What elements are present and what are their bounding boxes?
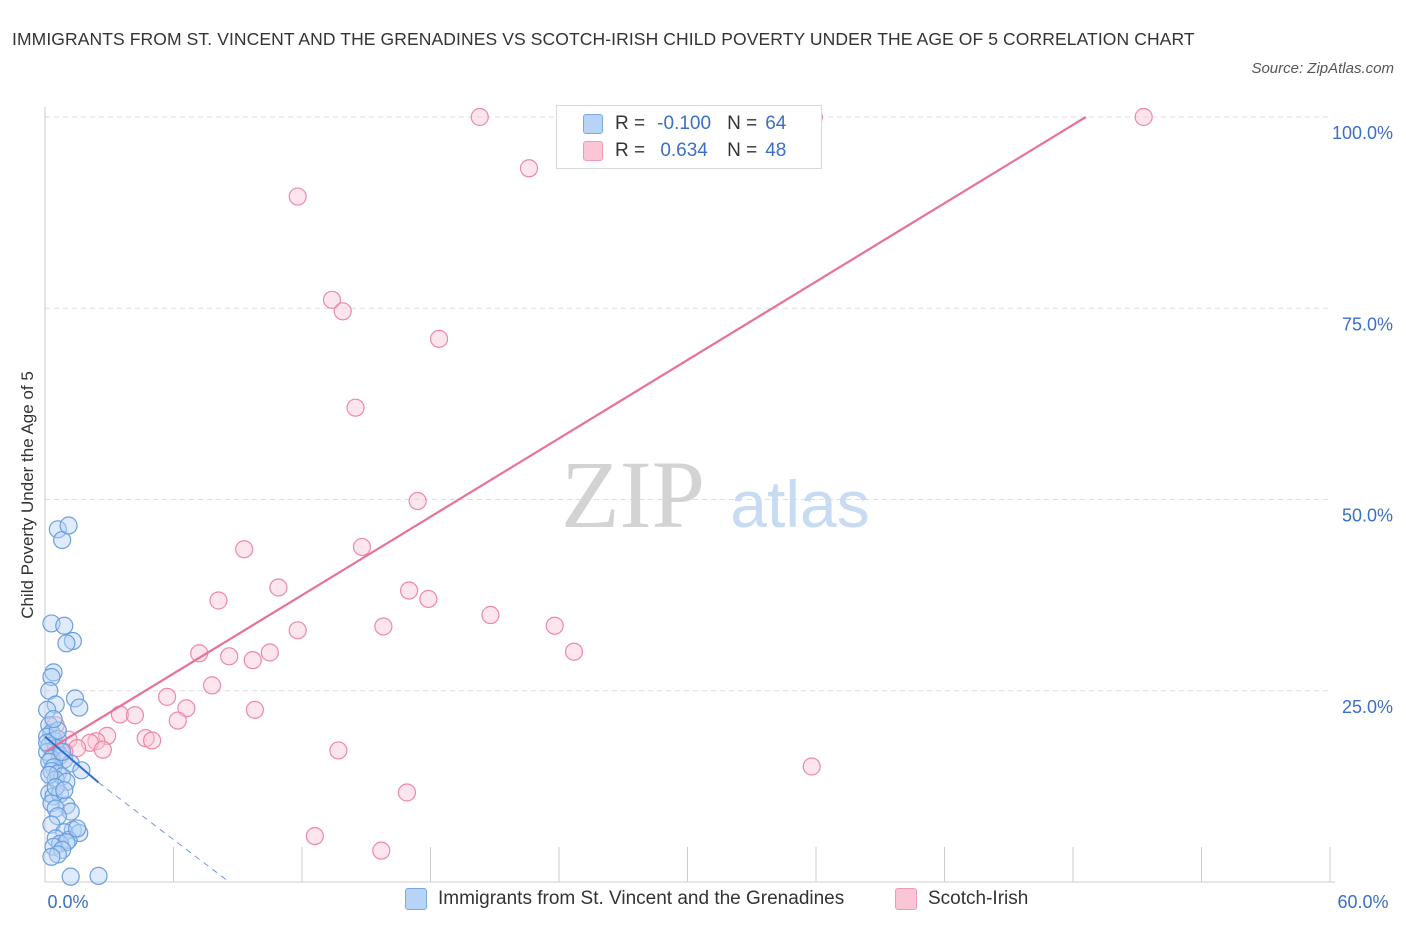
trend-lines bbox=[44, 116, 1087, 883]
series-swatch-pink bbox=[895, 888, 917, 910]
data-point bbox=[42, 667, 61, 687]
svg-grenadines-points bbox=[38, 516, 108, 886]
watermark-atlas: atlas bbox=[730, 467, 869, 541]
legend-r-label: R = bbox=[615, 140, 646, 161]
data-point bbox=[98, 726, 117, 745]
data-point bbox=[288, 621, 307, 640]
trend-line bbox=[44, 735, 100, 784]
series-legend: Immigrants from St. Vincent and the Gren… bbox=[0, 888, 1406, 916]
data-point bbox=[1134, 107, 1153, 127]
y-tick-label: 100.0% bbox=[1332, 123, 1393, 143]
data-point bbox=[322, 290, 342, 309]
y-axis-title: Child Poverty Under the Age of 5 bbox=[18, 371, 37, 619]
data-point bbox=[399, 581, 419, 600]
data-point bbox=[545, 616, 564, 635]
y-tick-label: 75.0% bbox=[1342, 314, 1393, 334]
data-point bbox=[305, 826, 324, 846]
x-axis-max-label: 60.0% bbox=[1337, 892, 1388, 912]
grid-lines bbox=[45, 116, 1330, 692]
data-point bbox=[220, 647, 239, 666]
data-point bbox=[374, 617, 393, 636]
legend-row-scotch-irish: R = 0.634 N = 48 bbox=[583, 138, 786, 164]
trend-line bbox=[98, 782, 230, 883]
data-point bbox=[245, 700, 264, 719]
data-point bbox=[46, 695, 65, 714]
data-point bbox=[397, 783, 417, 802]
data-point bbox=[481, 605, 500, 625]
data-point bbox=[55, 781, 74, 800]
legend-r-value: 0.634 bbox=[660, 140, 708, 161]
legend-r-label: R = bbox=[615, 113, 646, 134]
series-label-grenadines: Immigrants from St. Vincent and the Gren… bbox=[438, 888, 845, 909]
data-point bbox=[57, 634, 76, 653]
series-swatch-blue bbox=[405, 888, 427, 910]
data-point bbox=[419, 589, 438, 609]
data-point bbox=[142, 731, 162, 750]
data-point bbox=[288, 187, 307, 206]
data-point bbox=[202, 676, 222, 695]
data-point bbox=[260, 643, 279, 662]
series-label-scotch-irish: Scotch-Irish bbox=[928, 888, 1029, 909]
data-point bbox=[802, 757, 821, 776]
y-tick-labels: 100.0% 75.0% 50.0% 25.0% bbox=[1332, 123, 1393, 717]
legend-n-value: 64 bbox=[765, 113, 787, 134]
data-point bbox=[564, 642, 584, 661]
data-point bbox=[89, 866, 108, 885]
data-point bbox=[470, 107, 489, 127]
data-point bbox=[269, 578, 288, 597]
data-point bbox=[48, 721, 67, 740]
watermark: ZIP atlas bbox=[561, 441, 870, 548]
scotch-irish-points bbox=[46, 107, 1153, 860]
data-point bbox=[65, 689, 85, 708]
data-point bbox=[42, 847, 61, 866]
data-point bbox=[408, 491, 427, 511]
data-point bbox=[55, 616, 74, 635]
legend-n-value: 48 bbox=[765, 140, 787, 161]
data-point bbox=[243, 651, 262, 670]
data-point bbox=[70, 698, 89, 717]
legend-swatch-blue bbox=[583, 114, 603, 134]
trend-line bbox=[44, 116, 1087, 753]
data-point bbox=[72, 761, 91, 780]
data-point bbox=[48, 520, 67, 539]
data-point bbox=[429, 329, 449, 348]
data-point bbox=[209, 591, 228, 610]
legend-r-value: -0.100 bbox=[657, 113, 712, 134]
series-legend-scotch-irish: Scotch-Irish bbox=[895, 888, 1028, 910]
watermark-zip: ZIP bbox=[561, 441, 705, 548]
data-point bbox=[372, 841, 391, 860]
chart-title: IMMIGRANTS FROM ST. VINCENT AND THE GREN… bbox=[12, 29, 1195, 49]
data-point bbox=[333, 302, 352, 321]
data-point bbox=[346, 398, 365, 417]
data-point bbox=[44, 709, 63, 729]
correlation-legend: R = -0.100 N = 64 R = 0.634 N = 48 bbox=[556, 105, 822, 169]
data-point bbox=[93, 740, 112, 759]
source-label: Source: ZipAtlas.com bbox=[1251, 60, 1394, 77]
y-tick-label: 25.0% bbox=[1342, 697, 1393, 717]
data-point bbox=[59, 516, 78, 535]
data-point bbox=[235, 540, 254, 559]
data-point bbox=[61, 867, 80, 886]
legend-row-grenadines: R = -0.100 N = 64 bbox=[583, 111, 786, 137]
data-point bbox=[519, 159, 539, 178]
legend-swatch-pink bbox=[583, 141, 603, 161]
x-axis-min-label: 0.0% bbox=[47, 892, 88, 912]
series-legend-grenadines: Immigrants from St. Vincent and the Gren… bbox=[405, 888, 844, 910]
data-point bbox=[157, 687, 177, 706]
data-point bbox=[68, 819, 87, 838]
data-point bbox=[168, 711, 187, 730]
y-tick-label: 50.0% bbox=[1342, 506, 1393, 526]
data-point bbox=[329, 741, 348, 760]
legend-n-label: N = bbox=[727, 140, 758, 161]
data-point bbox=[125, 706, 145, 725]
data-point bbox=[352, 537, 372, 557]
data-point bbox=[38, 700, 57, 719]
legend-n-label: N = bbox=[727, 113, 758, 134]
